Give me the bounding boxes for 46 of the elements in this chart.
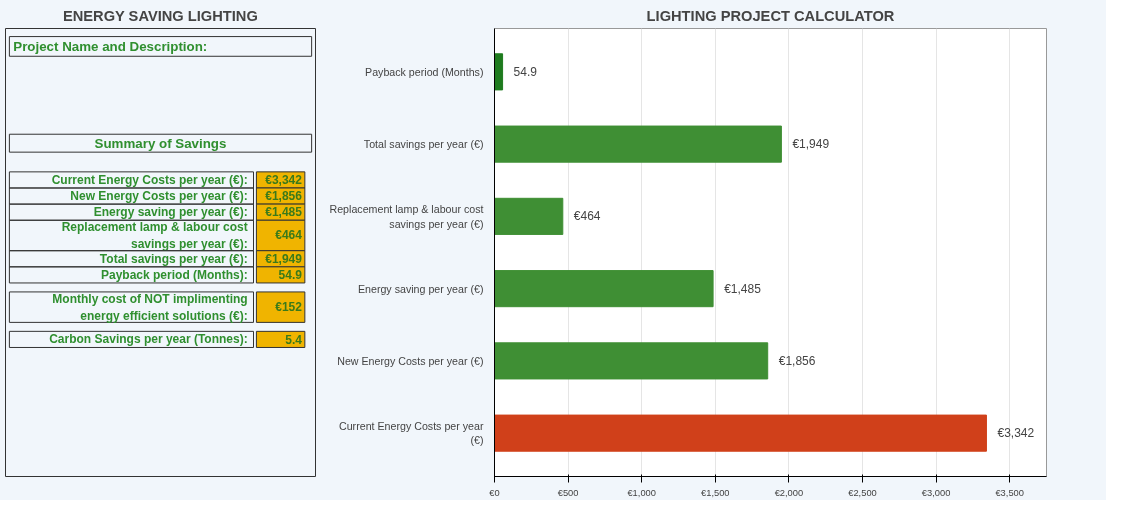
text: €1,949 bbox=[265, 251, 303, 266]
text: Monthly cost of NOT implimenting energy efficient solutions (€): bbox=[52, 291, 248, 323]
text: Carbon Savings per year (Tonnes): bbox=[49, 332, 248, 347]
text: 5.4 bbox=[285, 332, 303, 347]
text: New Energy Costs per year (€): bbox=[70, 189, 248, 204]
text: €1,856 bbox=[265, 189, 303, 204]
text: €3,342 bbox=[265, 172, 303, 187]
text: €464 bbox=[275, 228, 303, 243]
x-tick-label: €2,500 bbox=[848, 487, 877, 498]
x-tick-label: €500 bbox=[557, 487, 579, 498]
text: 54.9 bbox=[278, 268, 303, 283]
text: Replacement lamp & labour cost savings per year (€): bbox=[61, 220, 248, 251]
y-tick-label: Total savings per year (€) bbox=[363, 138, 484, 151]
text: Payback period (Months): bbox=[101, 267, 248, 282]
x-tick-label: €0 bbox=[489, 487, 500, 498]
bar bbox=[494, 414, 987, 452]
y-tick-label: Payback period (Months) bbox=[365, 65, 484, 78]
y-tick-label: Current Energy Costs per year (€) bbox=[338, 419, 484, 447]
text: Energy saving per year (€): bbox=[93, 205, 248, 220]
x-tick-label: €3,500 bbox=[995, 487, 1024, 498]
x-tick-label: €1,000 bbox=[627, 487, 656, 498]
chart-title: LIGHTING PROJECT CALCULATOR bbox=[646, 7, 895, 24]
data-label: €1,949 bbox=[792, 137, 830, 152]
bar bbox=[494, 197, 564, 235]
data-label: €1,856 bbox=[778, 353, 816, 368]
data-label: €3,342 bbox=[997, 426, 1035, 441]
x-tick-label: €2,000 bbox=[774, 487, 804, 498]
data-label: 54.9 bbox=[513, 65, 538, 80]
bar bbox=[494, 342, 769, 380]
text: Current Energy Costs per year (€): bbox=[51, 172, 248, 187]
text: €152 bbox=[275, 300, 303, 315]
text: ENERGY SAVING LIGHTING bbox=[62, 7, 258, 24]
bar bbox=[494, 125, 782, 163]
y-tick-label: Replacement lamp & labour cost savings per year (€) bbox=[329, 203, 484, 230]
text: €1,485 bbox=[265, 205, 303, 220]
y-tick-label: New Energy Costs per year (€) bbox=[337, 354, 484, 367]
bar bbox=[494, 270, 714, 308]
data-label: €1,485 bbox=[724, 281, 762, 296]
x-tick-label: €3,000 bbox=[921, 487, 951, 498]
y-tick-label: Energy saving per year (€) bbox=[357, 282, 484, 295]
text: Summary of Savings bbox=[94, 135, 227, 151]
x-tick-label: €1,500 bbox=[701, 487, 730, 498]
text: Total savings per year (€): bbox=[99, 251, 248, 266]
text: Project Name and Description: bbox=[13, 38, 208, 54]
data-label: €464 bbox=[573, 209, 601, 224]
bar bbox=[494, 53, 504, 91]
